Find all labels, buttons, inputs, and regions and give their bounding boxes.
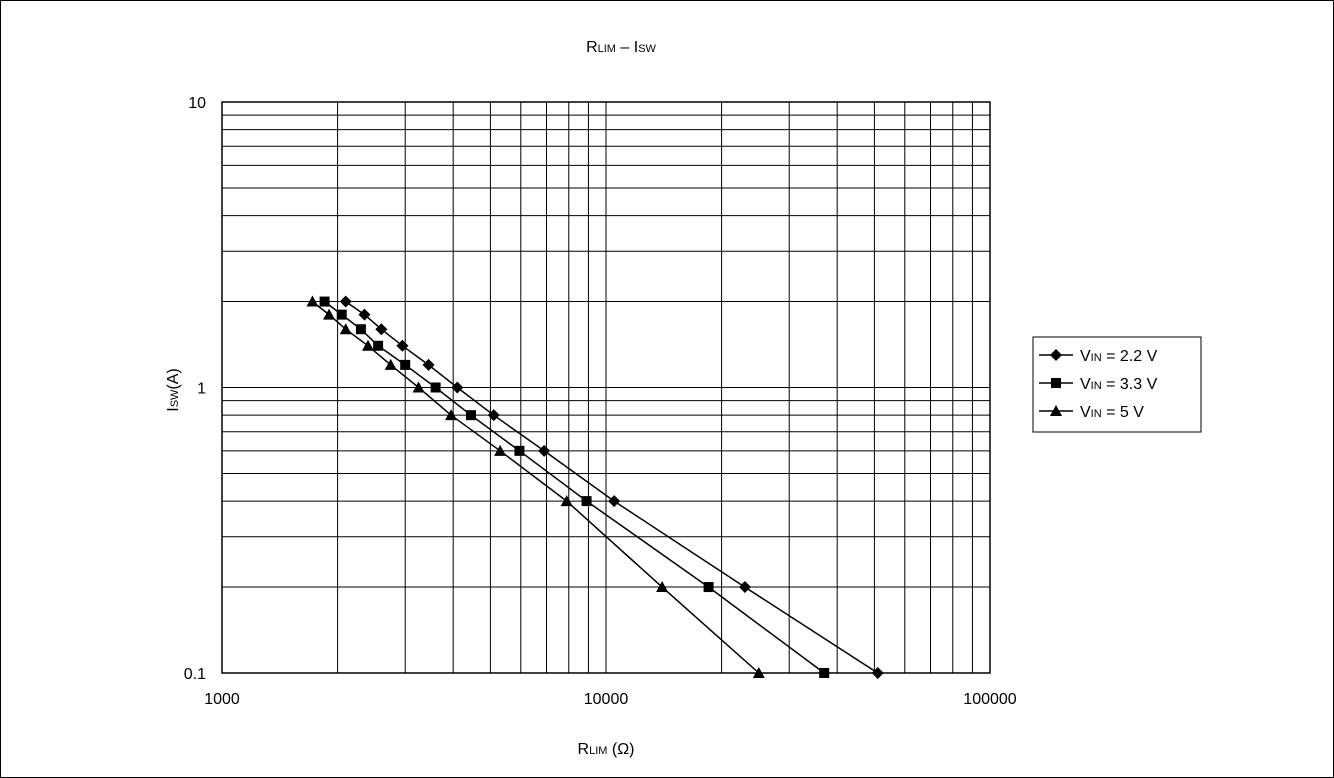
- data-point-square: [430, 382, 441, 393]
- data-point-diamond: [396, 339, 409, 352]
- y-tick-label: 10: [188, 95, 206, 112]
- data-point-triangle: [339, 323, 352, 335]
- legend-label: VIN = 2.2 V: [1080, 348, 1158, 365]
- legend-item: VIN = 2.2 V: [1039, 348, 1158, 365]
- data-point-diamond: [422, 358, 435, 371]
- series-diamond: [339, 295, 884, 679]
- data-point-diamond: [738, 581, 751, 594]
- data-point-triangle: [323, 308, 336, 320]
- data-point-triangle: [306, 295, 319, 307]
- tick-labels: 1000 10000 100000 0.1 1 10: [184, 95, 1017, 708]
- data-point-diamond: [871, 667, 884, 679]
- data-point-diamond: [451, 381, 464, 394]
- grid: [221, 101, 991, 674]
- series-group: [306, 295, 884, 679]
- data-point-square: [319, 296, 330, 307]
- data-point-triangle: [384, 358, 397, 370]
- data-point-square: [373, 340, 384, 351]
- series-triangle: [306, 295, 765, 678]
- legend-item: VIN = 5 V: [1039, 404, 1144, 421]
- series-line: [324, 301, 825, 674]
- data-point-square: [819, 668, 830, 678]
- y-tick-label: 1: [197, 381, 206, 398]
- x-tick-label: 100000: [963, 691, 1016, 708]
- data-point-triangle: [656, 581, 669, 593]
- data-point-square: [514, 445, 525, 456]
- data-point-square: [703, 582, 714, 593]
- x-tick-label: 10000: [584, 691, 629, 708]
- data-point-diamond: [358, 308, 371, 321]
- series-square: [319, 296, 830, 678]
- data-point-square: [465, 410, 476, 421]
- plot-area-border: [221, 101, 991, 674]
- series-line: [311, 301, 760, 674]
- data-point-diamond: [1050, 349, 1062, 361]
- y-tick-label: 0.1: [184, 666, 206, 683]
- x-axis-label: RLIM (Ω): [578, 741, 635, 758]
- data-point-diamond: [375, 323, 388, 336]
- data-point-triangle: [412, 381, 425, 393]
- y-axis-label: ISW(A): [165, 368, 182, 412]
- data-point-triangle: [752, 667, 765, 678]
- legend-label: VIN = 5 V: [1080, 404, 1144, 421]
- data-point-square: [581, 496, 592, 507]
- chart-title: RLIM – ISW: [586, 39, 656, 56]
- data-point-square: [336, 309, 347, 320]
- data-point-square: [1051, 378, 1061, 388]
- data-point-triangle: [560, 495, 573, 507]
- series-line: [345, 300, 879, 674]
- x-tick-label: 1000: [204, 691, 240, 708]
- data-point-triangle: [445, 409, 458, 421]
- data-point-square: [400, 359, 411, 370]
- data-point-diamond: [487, 409, 500, 422]
- legend: VIN = 2.2 V VIN = 3.3 V VIN = 5 V: [1032, 336, 1202, 433]
- data-point-diamond: [538, 444, 551, 457]
- legend-item: VIN = 3.3 V: [1039, 376, 1158, 393]
- data-point-square: [355, 324, 366, 335]
- data-point-diamond: [339, 295, 352, 308]
- data-point-diamond: [608, 495, 621, 508]
- data-point-triangle: [1050, 405, 1062, 416]
- data-point-triangle: [362, 339, 375, 351]
- legend-label: VIN = 3.3 V: [1080, 376, 1158, 393]
- data-point-triangle: [494, 444, 507, 456]
